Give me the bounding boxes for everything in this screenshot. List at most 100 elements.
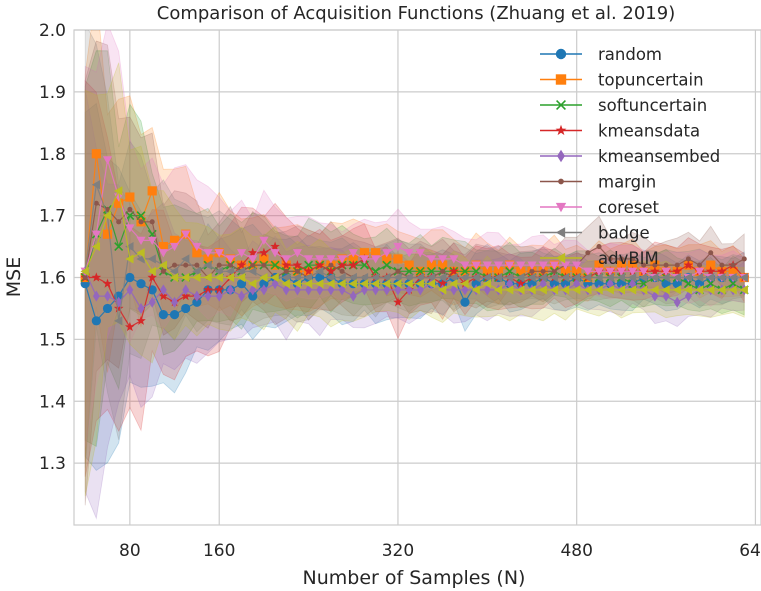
point-margin [596,244,602,250]
point-random [616,279,626,289]
point-advBIM [225,272,235,283]
point-kmeansembed [215,290,223,302]
point-advBIM [683,285,693,295]
point-advBIM [505,285,514,295]
point-random [694,279,705,289]
point-badge [672,272,681,283]
point-advBIM [583,285,592,295]
point-badge [549,272,559,283]
point-advBIM [337,279,346,289]
point-topuncertain [382,254,392,264]
point-kmeansdata [337,260,347,270]
legend-item-kmeansdata: kmeansdata [540,122,700,141]
point-kmeansdata [437,278,448,288]
point-kmeansdata [326,266,336,276]
point-random [248,291,258,301]
point-advBIM [739,285,748,295]
point-kmeansembed [115,296,123,308]
point-coreset [560,261,571,270]
legend-item-topuncertain: topuncertain [540,71,704,90]
x-tick-label: 480 [560,541,592,561]
point-margin [227,262,233,268]
point-badge [147,254,156,264]
point-kmeansdata [203,284,213,294]
point-random [315,272,325,283]
point-margin [116,219,122,225]
y-tick-label: 1.3 [39,454,66,474]
point-margin [618,256,624,262]
point-advBIM [482,279,491,289]
point-kmeansembed [327,284,335,296]
point-kmeansdata [247,247,258,257]
point-badge [683,272,693,283]
legend-label: softuncertain [598,96,707,115]
legend-label: kmeansdata [598,122,700,141]
legend: random topuncertain softuncertain kmeansdat… [540,45,720,268]
legend-label: random [598,45,662,64]
x-tick-label: 320 [382,541,414,561]
point-badge [639,272,648,283]
point-margin [93,200,99,206]
point-kmeansembed [204,290,212,302]
point-advBIM [248,279,257,289]
point-badge [203,260,212,270]
point-margin [194,262,200,268]
point-coreset [102,156,113,165]
point-advBIM [549,285,559,295]
y-tick-label: 1.8 [39,145,66,165]
point-margin [730,262,736,268]
legend-item-random: random [540,45,662,64]
point-coreset [393,242,403,252]
legend-label: kmeansembed [598,147,720,166]
point-advBIM [527,285,536,295]
point-badge [236,266,246,276]
point-coreset [281,255,291,264]
point-badge [192,266,201,276]
legend-item-advBIM: advBIM [540,249,659,268]
point-badge [627,272,637,283]
point-margin [172,262,178,268]
point-random [169,310,180,320]
point-coreset [605,267,615,276]
point-badge [91,180,101,190]
point-badge [527,272,536,283]
point-topuncertain [572,266,582,276]
point-badge [315,266,324,276]
point-margin [585,250,591,256]
line-layer [80,149,750,332]
point-topuncertain [393,254,403,264]
point-coreset [214,249,224,258]
point-random [125,272,135,283]
y-tick-label: 1.9 [39,83,66,103]
point-advBIM [236,272,246,283]
point-advBIM [661,285,670,295]
point-kmeansembed [282,284,290,296]
point-kmeansembed [450,284,458,296]
point-advBIM [80,266,89,276]
point-advBIM [359,279,369,289]
point-coreset [594,267,604,276]
point-advBIM [371,279,380,289]
point-advBIM [594,285,603,295]
point-badge [717,272,726,283]
point-badge [706,272,715,283]
y-tick-label: 1.6 [39,269,66,289]
point-random [661,279,671,289]
point-advBIM [560,285,570,295]
point-topuncertain [259,254,269,264]
point-margin [685,256,691,262]
point-margin [630,256,636,262]
point-random [192,297,202,307]
point-advBIM [181,272,190,283]
point-kmeansembed [539,278,547,290]
point-topuncertain [91,149,101,159]
point-coreset [270,249,280,258]
point-advBIM [538,285,547,295]
point-advBIM [672,285,681,295]
point-coreset [147,236,157,245]
point-kmeansembed [238,290,246,302]
point-margin [283,268,289,274]
point-topuncertain [426,260,437,270]
point-badge [650,272,659,283]
legend-label: badge [598,224,650,243]
